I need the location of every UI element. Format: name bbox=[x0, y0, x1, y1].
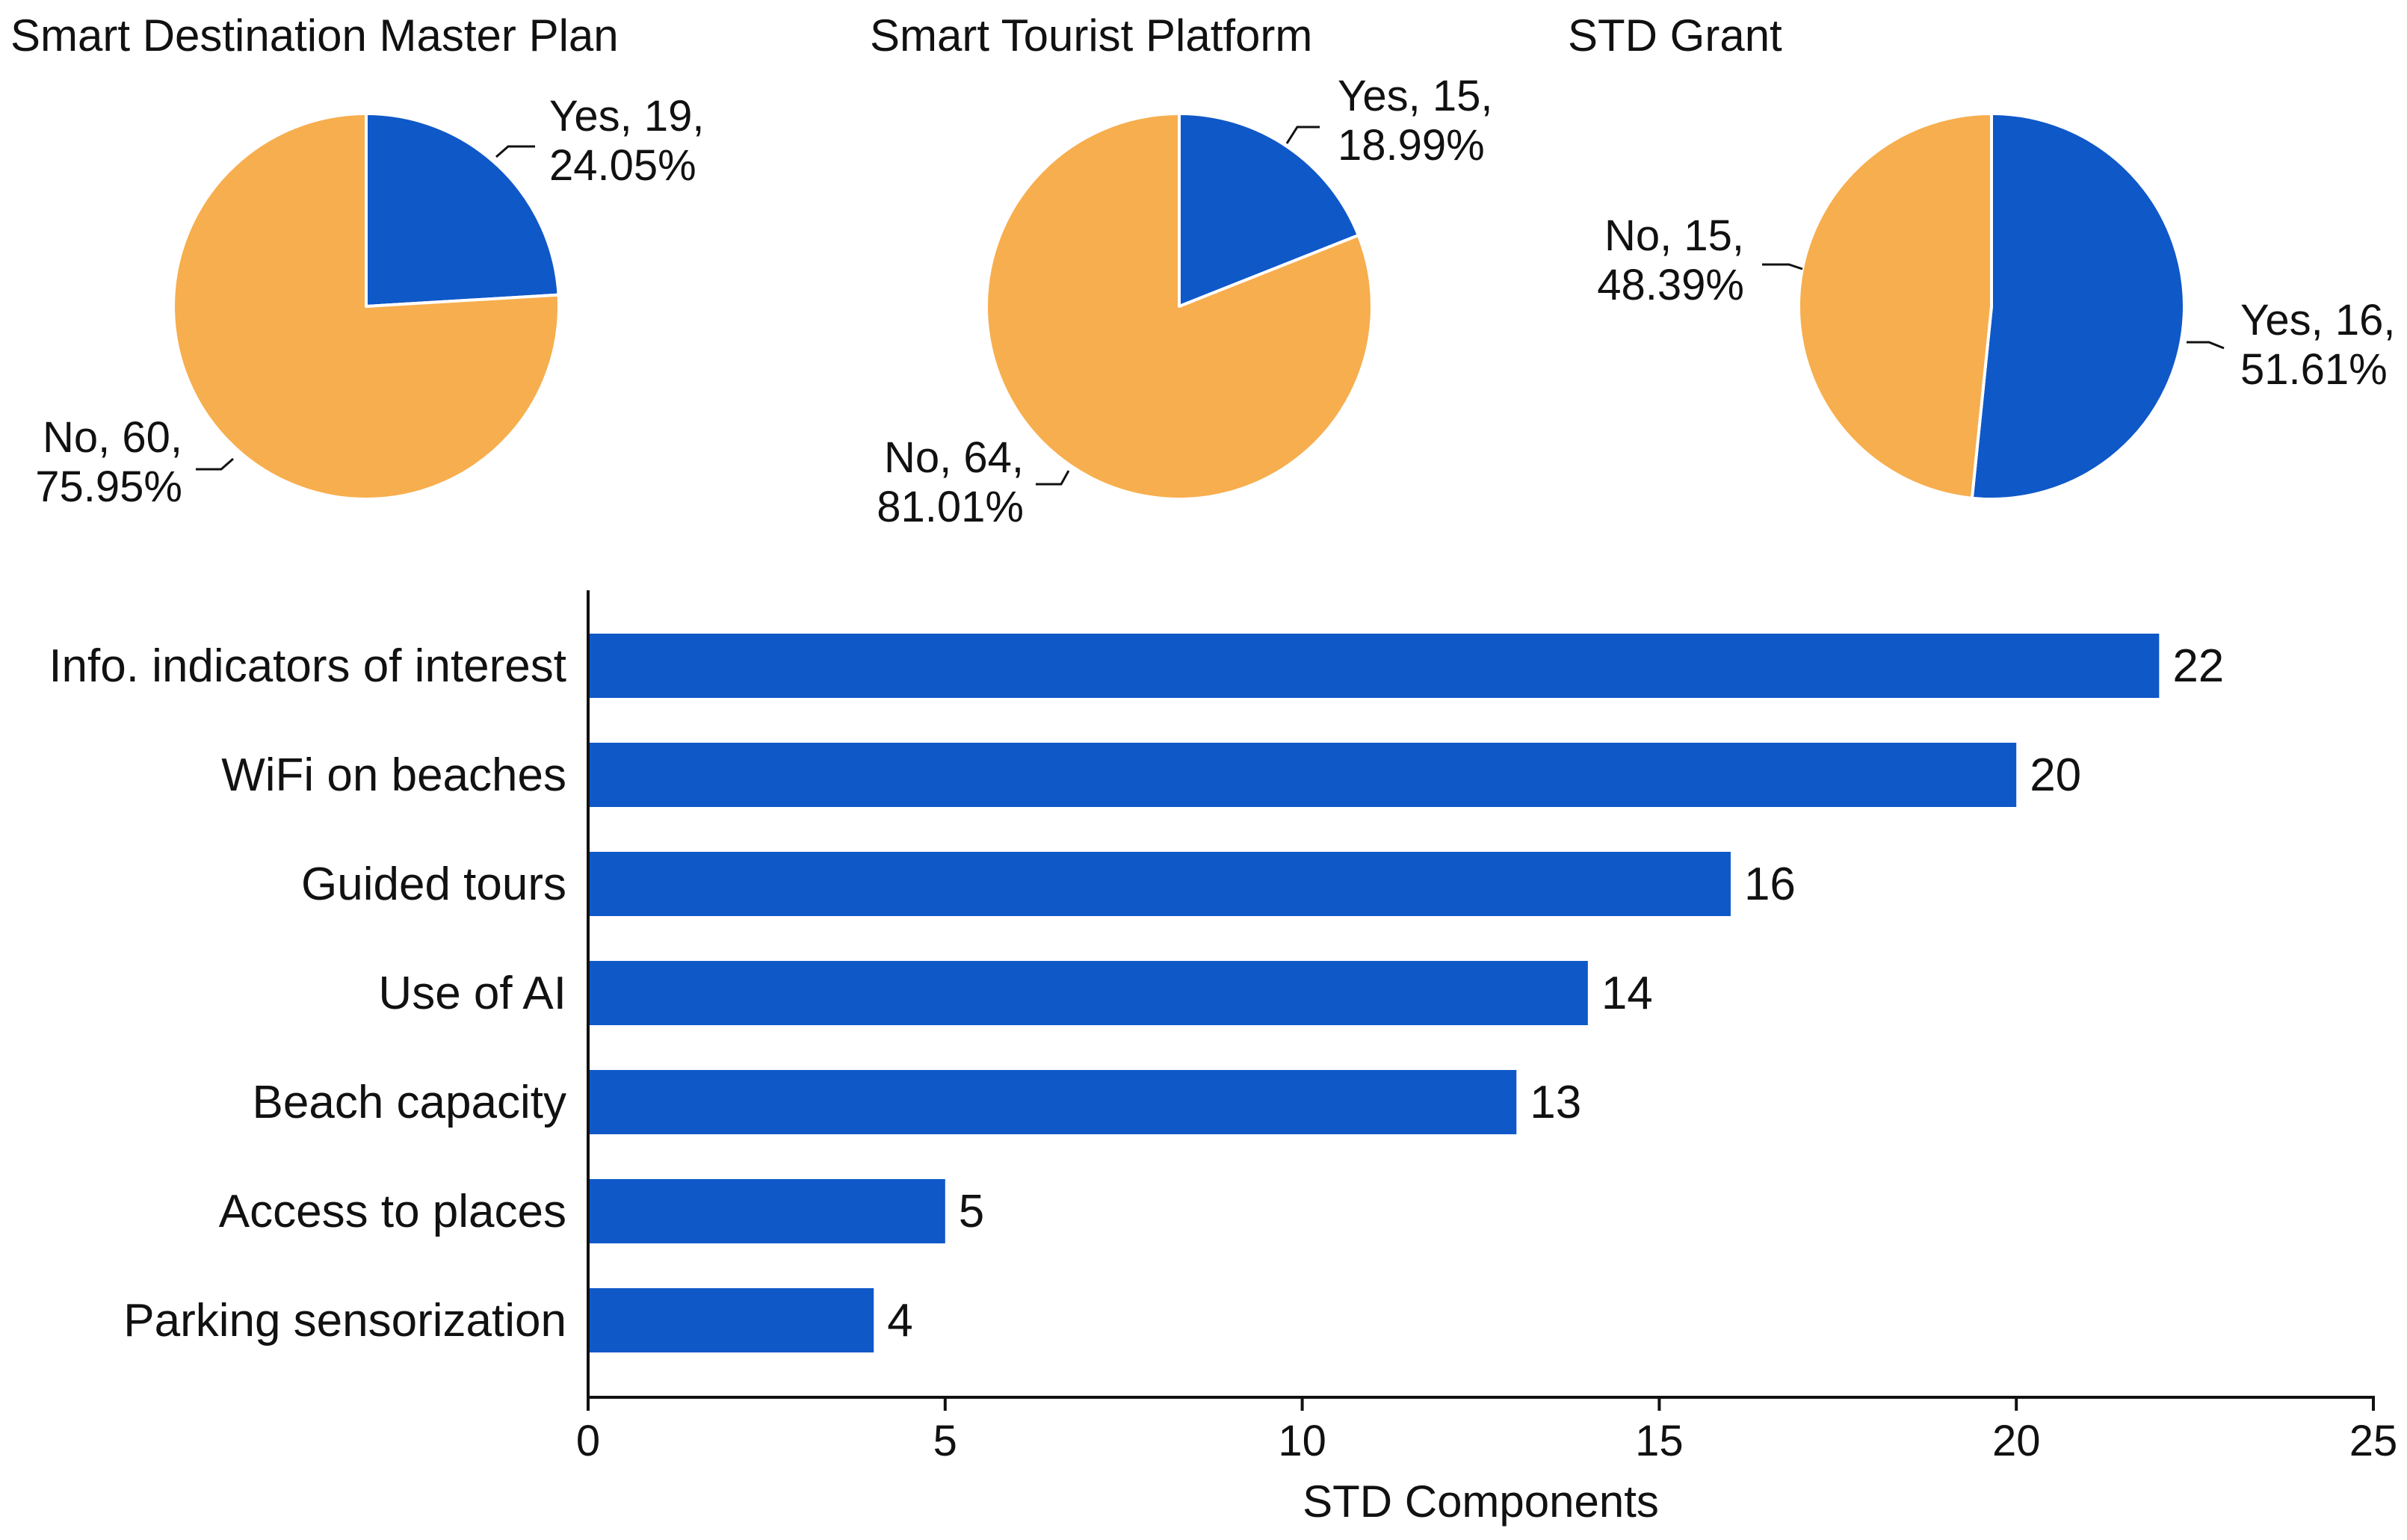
pie-slice-no bbox=[1797, 112, 1993, 500]
bar bbox=[588, 852, 1731, 916]
slice-label-yes: Yes, 15, bbox=[1338, 72, 1492, 120]
bar bbox=[588, 961, 1588, 1025]
bar bbox=[588, 743, 2017, 807]
category-label: Beach capacity bbox=[253, 1077, 566, 1128]
pie-slice-no bbox=[985, 112, 1374, 501]
slice-percent-no: 75.95% bbox=[35, 463, 182, 511]
slice-label-no: No, 64, bbox=[884, 433, 1024, 482]
slice-percent-yes: 24.05% bbox=[549, 141, 696, 190]
x-tick-label: 0 bbox=[576, 1417, 600, 1465]
category-label: Access to places bbox=[219, 1186, 566, 1237]
bar bbox=[588, 1288, 874, 1352]
slice-percent-yes: 51.61% bbox=[2240, 345, 2388, 394]
pie-slice-yes bbox=[365, 112, 560, 308]
pie-chart-3: STD Grant Yes, 16,51.61% No, 15,48.39% bbox=[1568, 10, 2395, 501]
x-tick-label: 20 bbox=[1992, 1417, 2041, 1465]
pie-title: Smart Destination Master Plan bbox=[10, 10, 619, 61]
slice-percent-no: 81.01% bbox=[877, 483, 1024, 531]
value-label: 4 bbox=[887, 1295, 912, 1346]
slice-label-yes: Yes, 19, bbox=[549, 92, 704, 140]
leader-line-yes bbox=[495, 145, 535, 158]
x-tick-label: 10 bbox=[1278, 1417, 1326, 1465]
slice-percent-no: 48.39% bbox=[1597, 261, 1744, 309]
value-label: 16 bbox=[1744, 859, 1796, 910]
pie-title: Smart Tourist Platform bbox=[870, 10, 1312, 61]
pie-slice-no bbox=[172, 112, 560, 501]
value-label: 5 bbox=[959, 1186, 984, 1237]
category-label: Use of AI bbox=[378, 968, 566, 1019]
slice-label-no: No, 60, bbox=[43, 413, 182, 462]
category-label: Guided tours bbox=[301, 859, 566, 910]
leader-line-yes bbox=[2187, 341, 2225, 350]
pie-chart-2: Smart Tourist Platform Yes, 15,18.99% No, … bbox=[870, 10, 1492, 531]
bar bbox=[588, 1070, 1517, 1134]
pie-chart-1: Smart Destination Master Plan Yes, 19,24.… bbox=[10, 10, 704, 511]
x-tick-label: 15 bbox=[1635, 1417, 1684, 1465]
slice-percent-yes: 18.99% bbox=[1338, 121, 1485, 170]
value-label: 20 bbox=[2030, 749, 2081, 801]
x-axis-title: STD Components bbox=[1303, 1476, 1659, 1527]
bar bbox=[588, 1179, 945, 1243]
slice-label-no: No, 15, bbox=[1604, 211, 1744, 260]
x-tick-label: 25 bbox=[2349, 1417, 2398, 1465]
category-label: Info. indicators of interest bbox=[49, 640, 566, 692]
category-label: Parking sensorization bbox=[123, 1295, 566, 1346]
value-label: 22 bbox=[2172, 640, 2224, 692]
leader-line-no bbox=[196, 457, 234, 471]
category-label: WiFi on beaches bbox=[221, 749, 566, 801]
x-tick-label: 5 bbox=[933, 1417, 957, 1465]
leader-line-no bbox=[1036, 470, 1070, 486]
bar-chart: Info. indicators of interest 22 WiFi on be… bbox=[49, 590, 2397, 1527]
bar bbox=[588, 634, 2160, 698]
slice-label-yes: Yes, 16, bbox=[2240, 296, 2395, 344]
pie-slice-yes bbox=[1970, 112, 2186, 501]
value-label: 14 bbox=[1601, 968, 1653, 1019]
pie-slice-yes bbox=[1178, 112, 1360, 308]
value-label: 13 bbox=[1530, 1077, 1581, 1128]
pie-title: STD Grant bbox=[1568, 10, 1782, 61]
leader-line-no bbox=[1762, 263, 1803, 270]
leader-line-yes bbox=[1285, 126, 1320, 144]
pie-charts: Smart Destination Master Plan Yes, 19,24.… bbox=[10, 10, 2395, 531]
